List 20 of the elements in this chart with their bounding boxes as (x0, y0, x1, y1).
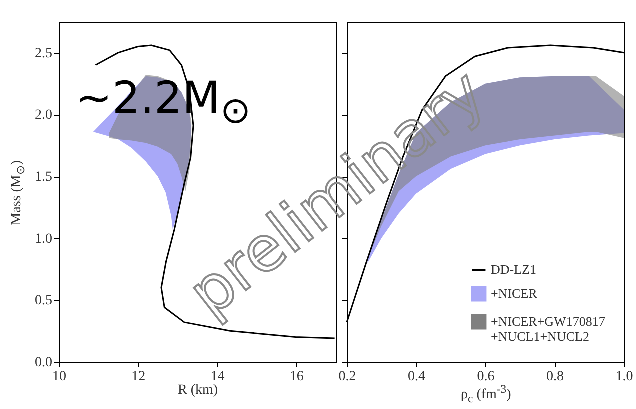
x-tick-label: 1.0 (616, 370, 634, 384)
x-tick-label: 0.6 (477, 370, 495, 384)
x-tick-label: 0.8 (546, 370, 564, 384)
y-tick-label: 2.5 (35, 46, 52, 62)
y-tick-label: 2.0 (35, 108, 52, 124)
x-tick-label: 16 (290, 370, 304, 384)
x-tick-label: 10 (52, 370, 66, 384)
x-tick-label: 14 (210, 370, 225, 384)
legend-label: +NICER+GW170817 +NUCL1+NUCL2 (491, 314, 606, 344)
y-tick-label: 0.0 (35, 356, 52, 370)
y-tick-label: 1.0 (35, 232, 52, 247)
x-tick-label: 0.4 (408, 370, 426, 384)
y-tick-label: 0.5 (35, 294, 52, 309)
legend-label: DD-LZ1 (491, 262, 536, 277)
x-axis-title: ρ$_{c}$ (fm$^{-3}$) (461, 382, 512, 405)
x-tick-label: 12 (132, 370, 146, 384)
x-axis-title: R (km) (178, 382, 218, 398)
x-tick-label: 0.2 (338, 370, 356, 384)
legend-label: +NICER (491, 286, 538, 301)
y-tick-label: 1.5 (35, 170, 52, 186)
